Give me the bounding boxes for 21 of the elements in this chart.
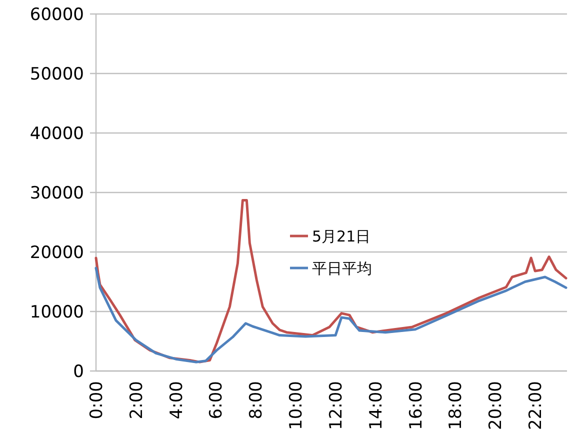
y-tick-label: 60000 (30, 4, 84, 25)
x-tick-label: 18:00 (446, 381, 466, 430)
x-tick-label: 16:00 (406, 381, 426, 430)
x-tick-label: 6:00 (206, 381, 227, 420)
y-tick-label: 0 (73, 362, 84, 382)
y-tick-label: 10000 (30, 302, 84, 322)
legend-label: 5月21日 (312, 227, 371, 246)
y-tick-label: 20000 (30, 242, 84, 263)
y-tick-label: 50000 (30, 64, 84, 84)
x-tick-label: 12:00 (326, 381, 346, 430)
x-tick-label: 20:00 (486, 381, 506, 430)
x-tick-label: 10:00 (286, 381, 307, 430)
y-tick-label: 30000 (30, 183, 84, 204)
x-tick-label: 0:00 (86, 381, 107, 420)
x-tick-label: 22:00 (526, 381, 546, 430)
y-tick-label: 40000 (30, 124, 84, 144)
x-tick-label: 14:00 (366, 381, 386, 430)
x-tick-label: 4:00 (166, 381, 187, 420)
legend-label: 平日平均 (312, 259, 372, 278)
x-tick-label: 2:00 (126, 381, 147, 420)
x-tick-label: 8:00 (246, 381, 267, 420)
